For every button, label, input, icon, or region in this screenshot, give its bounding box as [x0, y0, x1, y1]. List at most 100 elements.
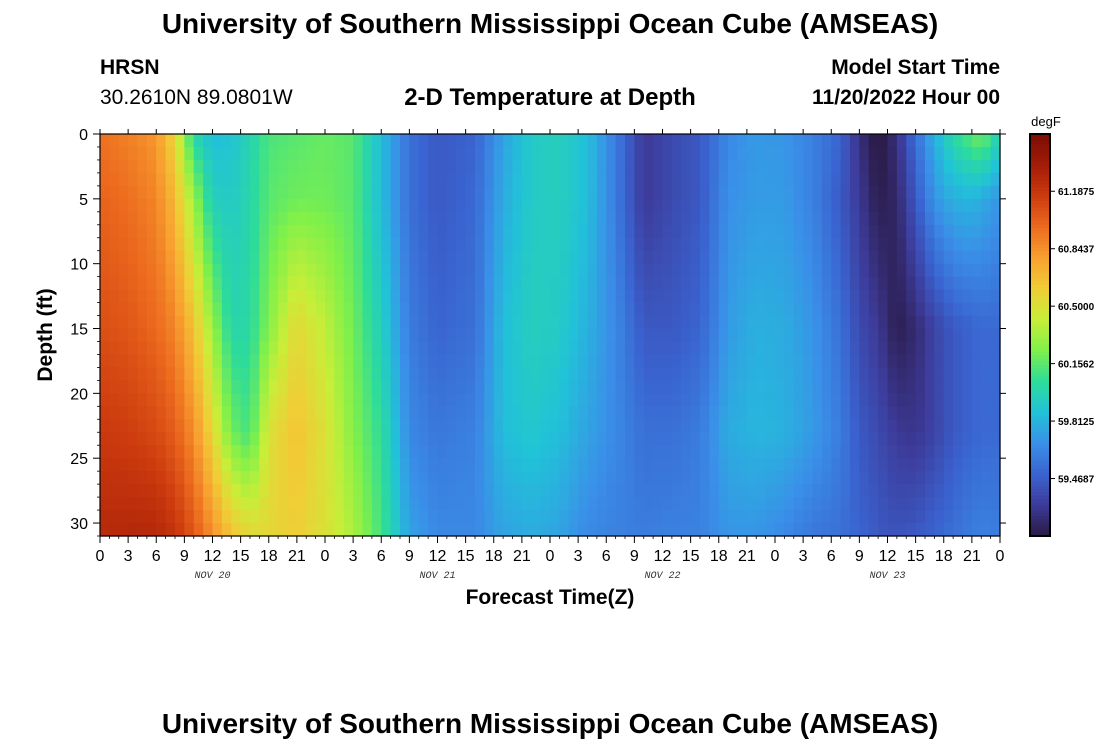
heatmap-cell	[334, 497, 345, 511]
heatmap-cell	[418, 523, 429, 537]
heatmap-cell	[962, 224, 973, 239]
heatmap-cell	[934, 185, 945, 200]
heatmap-cell	[568, 341, 579, 356]
heatmap-cell	[212, 315, 223, 330]
heatmap-cell	[765, 237, 776, 252]
heatmap-cell	[765, 250, 776, 265]
heatmap-cell	[418, 289, 429, 304]
heatmap-cell	[203, 484, 214, 498]
heatmap-cell	[850, 185, 860, 200]
heatmap-cell	[371, 289, 382, 304]
heatmap-cell	[371, 497, 382, 511]
heatmap-cell	[268, 315, 279, 330]
heatmap-cell	[803, 458, 814, 472]
heatmap-cell	[184, 146, 195, 161]
heatmap-cell	[521, 211, 532, 226]
heatmap-cell	[821, 419, 832, 433]
heatmap-cell	[250, 172, 260, 187]
heatmap-cell	[925, 445, 935, 459]
heatmap-cell	[671, 523, 682, 537]
heatmap-cell	[615, 419, 626, 433]
heatmap-cell	[625, 354, 635, 369]
heatmap-cell	[165, 484, 176, 498]
heatmap-cell	[793, 237, 804, 252]
heatmap-cell	[775, 276, 785, 291]
heatmap-cell	[643, 185, 654, 200]
heatmap-cell	[493, 146, 504, 161]
colorbar-segment	[1030, 398, 1050, 403]
heatmap-cell	[428, 458, 439, 472]
heatmap-cell	[756, 159, 767, 174]
heatmap-cell	[850, 315, 860, 330]
colorbar-segment	[1030, 180, 1050, 185]
heatmap-cell	[325, 237, 335, 252]
heatmap-cell	[540, 250, 551, 265]
heatmap-cell	[775, 302, 785, 317]
heatmap-cell	[718, 172, 729, 187]
heatmap-cell	[240, 458, 251, 472]
y-tick-label: 10	[70, 257, 88, 274]
heatmap-cell	[831, 211, 842, 226]
heatmap-cell	[793, 458, 804, 472]
heatmap-cell	[212, 211, 223, 226]
heatmap-cell	[128, 211, 139, 226]
heatmap-cell	[793, 497, 804, 511]
heatmap-cell	[662, 367, 673, 381]
heatmap-cell	[625, 134, 635, 148]
heatmap-cell	[728, 198, 739, 213]
heatmap-cell	[681, 302, 692, 317]
heatmap-cell	[165, 237, 176, 252]
heatmap-cell	[371, 510, 382, 524]
heatmap-cell	[175, 250, 185, 265]
heatmap-cell	[643, 328, 654, 343]
heatmap-cell	[315, 146, 326, 161]
heatmap-cell	[662, 198, 673, 213]
heatmap-cell	[221, 354, 232, 369]
heatmap-cell	[184, 367, 195, 381]
heatmap-cell	[615, 276, 626, 291]
heatmap-cell	[756, 185, 767, 200]
heatmap-cell	[709, 237, 720, 252]
heatmap-cell	[503, 341, 514, 356]
heatmap-cell	[118, 302, 129, 317]
heatmap-cell	[596, 406, 607, 420]
heatmap-cell	[981, 185, 992, 200]
heatmap-cell	[906, 289, 917, 304]
heatmap-cell	[400, 419, 410, 433]
heatmap-cell	[259, 510, 270, 524]
heatmap-cell	[334, 367, 345, 381]
heatmap-cell	[259, 302, 270, 317]
heatmap-cell	[343, 445, 354, 459]
heatmap-cell	[465, 185, 476, 200]
heatmap-cell	[418, 185, 429, 200]
heatmap-cell	[971, 406, 982, 420]
heatmap-cell	[550, 159, 560, 174]
heatmap-cell	[475, 198, 485, 213]
heatmap-cell	[128, 263, 139, 278]
heatmap-cell	[831, 380, 842, 394]
heatmap-cell	[718, 211, 729, 226]
heatmap-cell	[221, 302, 232, 317]
heatmap-cell	[784, 172, 795, 187]
heatmap-cell	[315, 406, 326, 420]
heatmap-cell	[390, 432, 401, 446]
heatmap-cell	[268, 497, 279, 511]
heatmap-cell	[615, 458, 626, 472]
heatmap-cell	[146, 380, 157, 394]
heatmap-cell	[428, 276, 439, 291]
heatmap-cell	[756, 419, 767, 433]
heatmap-cell	[709, 198, 720, 213]
heatmap-cell	[400, 146, 410, 161]
heatmap-cell	[643, 250, 654, 265]
heatmap-cell	[550, 276, 560, 291]
heatmap-cell	[840, 185, 851, 200]
heatmap-cell	[343, 276, 354, 291]
heatmap-cell	[578, 276, 589, 291]
heatmap-cell	[446, 276, 457, 291]
heatmap-cell	[559, 341, 570, 356]
heatmap-cell	[493, 159, 504, 174]
heatmap-cell	[850, 471, 860, 485]
heatmap-cell	[821, 328, 832, 343]
heatmap-cell	[268, 134, 279, 148]
heatmap-cell	[165, 393, 176, 407]
